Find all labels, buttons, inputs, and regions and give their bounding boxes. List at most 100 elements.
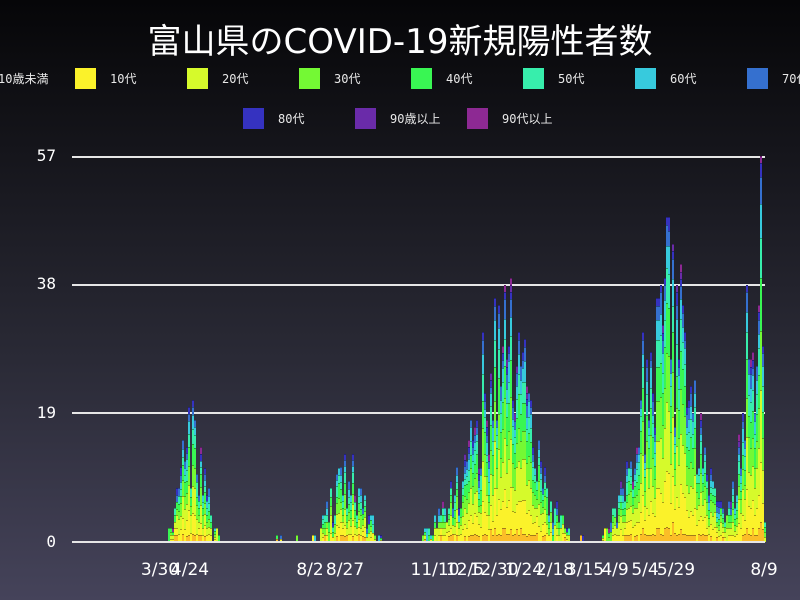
bar-segment	[450, 488, 452, 496]
legend-item[interactable]: 90代以上	[467, 108, 557, 129]
bar-segment	[698, 475, 700, 483]
bar-segment	[490, 386, 492, 394]
bar-segment	[760, 277, 762, 331]
x-axis-baseline	[72, 541, 765, 543]
legend-item[interactable]: 30代	[299, 68, 389, 89]
bar-segment	[450, 535, 452, 542]
bar-segment	[500, 412, 502, 433]
bar-segment	[742, 427, 744, 442]
bar-segment	[502, 528, 504, 542]
legend-item[interactable]: 60代	[635, 68, 725, 89]
bar-segment	[484, 454, 486, 476]
bar-segment	[358, 487, 360, 496]
legend-item[interactable]: 70代	[747, 68, 800, 89]
bar-segment	[486, 434, 488, 442]
bar-segment	[494, 319, 496, 341]
bar	[568, 528, 570, 542]
bar	[496, 420, 498, 542]
bar-segment	[740, 483, 742, 491]
legend-item[interactable]: 20代	[187, 68, 277, 89]
bar-segment	[684, 340, 686, 349]
bar-segment	[630, 468, 632, 477]
bar-segment	[542, 535, 544, 542]
bar-segment	[752, 500, 754, 528]
bar-segment	[486, 475, 488, 496]
bar-segment	[668, 273, 670, 309]
legend-item[interactable]: 10代	[75, 68, 165, 89]
bar-segment	[734, 530, 736, 537]
bar-segment	[680, 389, 682, 434]
x-tick-label: 8/9	[750, 560, 778, 580]
bar-segment	[746, 489, 748, 529]
bar-segment	[444, 521, 446, 529]
bar-segment	[190, 532, 192, 542]
bar-segment	[658, 298, 660, 306]
bar	[654, 426, 656, 542]
bar	[478, 467, 480, 542]
bar-segment	[178, 487, 180, 496]
bar-segment	[442, 535, 444, 542]
bar-segment	[758, 448, 760, 495]
bar-segment	[436, 528, 438, 542]
legend-item[interactable]: 80代	[243, 108, 333, 129]
bar-segment	[716, 526, 718, 532]
bar	[504, 284, 506, 542]
bar-segment	[634, 508, 636, 525]
legend-item[interactable]: 50代	[523, 68, 613, 89]
bar	[206, 494, 208, 542]
bar-segment	[442, 501, 444, 509]
bar-segment	[548, 535, 550, 542]
bar-segment	[752, 352, 754, 361]
bar-segment	[198, 508, 200, 515]
bar-segment	[696, 483, 698, 492]
bar-segment	[510, 360, 512, 397]
bar-segment	[656, 527, 658, 542]
bar-segment	[182, 456, 184, 466]
bar-segment	[738, 440, 740, 448]
bar-segment	[488, 502, 490, 516]
legend-item[interactable]: 90歳以上	[355, 108, 445, 129]
bar-segment	[624, 535, 626, 542]
bar-segment	[648, 448, 650, 469]
bar-segment	[646, 359, 648, 367]
bar-segment	[638, 475, 640, 489]
bar-segment	[646, 394, 648, 415]
bar-segment	[520, 365, 522, 380]
bar	[524, 338, 526, 542]
bar-segment	[200, 504, 202, 523]
bar-segment	[762, 352, 764, 367]
legend-item[interactable]: 10歳未満	[0, 68, 53, 89]
bar	[548, 514, 550, 542]
x-tick-label: 1/24	[504, 560, 544, 580]
bar-segment	[488, 461, 490, 469]
bar-segment	[624, 514, 626, 522]
bar-segment	[192, 443, 194, 465]
bar-segment	[486, 515, 488, 535]
bar-segment	[524, 403, 526, 431]
bar-segment	[482, 339, 484, 354]
bar-segment	[630, 491, 632, 506]
bar-segment	[456, 508, 458, 522]
bar-segment	[562, 514, 564, 524]
bar-segment	[506, 359, 508, 367]
bar-segment	[208, 487, 210, 496]
bar-segment	[196, 474, 198, 483]
bar-segment	[706, 474, 708, 482]
bar-segment	[686, 465, 688, 485]
bar-segment	[668, 356, 670, 412]
bar-segment	[512, 425, 514, 445]
bar	[190, 487, 192, 542]
bar	[322, 514, 324, 542]
legend-label: 70代	[782, 72, 800, 86]
bar-segment	[758, 374, 760, 409]
bar-segment	[358, 518, 360, 527]
bar	[540, 460, 542, 542]
bar	[360, 487, 362, 542]
bar-segment	[638, 488, 640, 503]
bar-segment	[506, 506, 508, 535]
bar-segment	[472, 522, 474, 536]
bar	[350, 494, 352, 542]
bar	[344, 454, 346, 542]
legend-item[interactable]: 40代	[411, 68, 501, 89]
bar	[188, 406, 190, 542]
